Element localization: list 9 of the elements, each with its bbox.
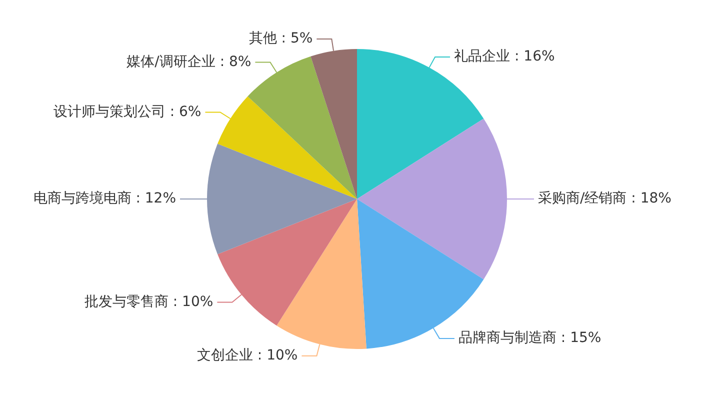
slice-label: 采购商/经销商 : 18% [538,190,672,207]
slice-label: 电商与跨境电商 : 12% [33,190,176,207]
slice-label: 设计师与策划公司 : 6% [53,104,202,120]
slice-label: 品牌商与制造商 : 15% [458,330,602,346]
slice-label: 礼品企业 : 16% [454,48,555,65]
slice-label: 媒体/调研企业 : 8% [126,54,252,70]
slice-label: 批发与零售商 : 10% [84,294,214,310]
slice-label: 文创企业 : 10% [196,348,298,364]
slice-label: 其他 : 5% [248,30,313,47]
